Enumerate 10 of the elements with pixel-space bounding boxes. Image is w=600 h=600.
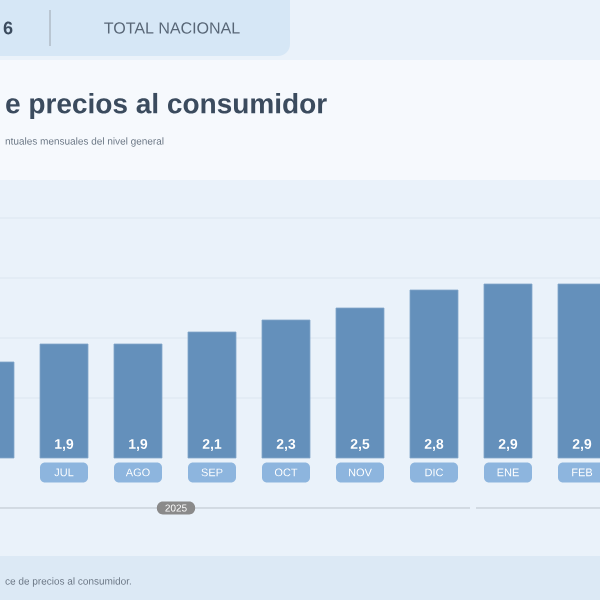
bar bbox=[39, 343, 89, 459]
bar bbox=[409, 289, 459, 459]
bar bbox=[483, 283, 533, 459]
bar bbox=[113, 343, 163, 459]
text: TOTAL NACIONAL bbox=[104, 22, 240, 34]
bar bbox=[335, 307, 385, 459]
chart-title: e precios al consumidor bbox=[6, 92, 327, 120]
text: 6 bbox=[3, 21, 13, 35]
bar bbox=[187, 331, 237, 459]
bar bbox=[261, 319, 311, 459]
